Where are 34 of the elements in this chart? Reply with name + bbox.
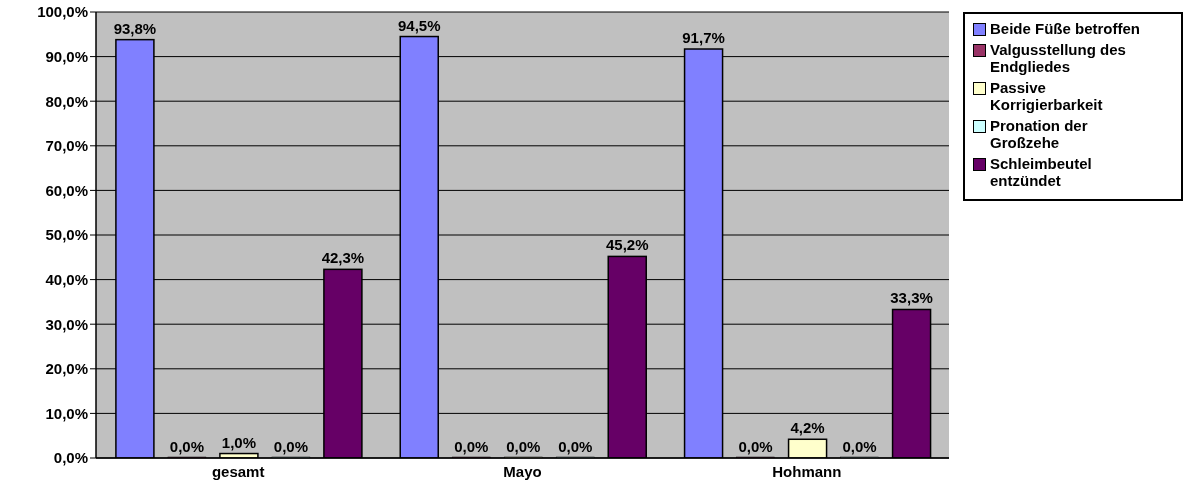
data-label: 0,0% — [506, 438, 541, 455]
y-tick-label: 70,0% — [45, 137, 88, 155]
y-tick-label: 80,0% — [45, 92, 88, 110]
legend-label: Schleimbeutel entzündet — [990, 155, 1093, 189]
data-label: 1,0% — [221, 433, 256, 451]
legend-label: Beide Füße betroffen — [990, 20, 1141, 37]
x-tick-label: Mayo — [503, 462, 542, 480]
data-label: 0,0% — [558, 438, 593, 455]
data-label: 91,7% — [682, 29, 725, 47]
data-label: 93,8% — [113, 19, 157, 37]
y-tick-label: 20,0% — [45, 360, 88, 378]
data-label: 42,3% — [321, 249, 365, 267]
y-tick-label: 100,0% — [37, 3, 88, 21]
y-tick-label: 60,0% — [45, 181, 88, 199]
y-tick-label: 50,0% — [45, 226, 88, 244]
y-tick-label: 10,0% — [45, 404, 88, 422]
data-label: 0,0% — [169, 438, 204, 455]
x-tick-label: Hohmann — [772, 462, 842, 480]
data-label: 0,0% — [738, 438, 773, 455]
data-label: 4,2% — [790, 419, 825, 437]
y-tick-label: 0,0% — [53, 449, 88, 467]
data-label: 45,2% — [605, 236, 649, 254]
data-label: 33,3% — [890, 289, 933, 307]
legend-label: Pronation der Großzehe — [990, 117, 1089, 151]
x-tick-label: gesamt — [211, 462, 265, 480]
data-label: 94,5% — [397, 16, 441, 34]
data-label: 0,0% — [454, 438, 489, 455]
data-label: 0,0% — [842, 438, 877, 455]
legend-label: Valgusstellung des Endgliedes — [990, 41, 1127, 75]
data-label: 0,0% — [273, 438, 308, 455]
y-tick-label: 90,0% — [45, 47, 88, 65]
y-tick-label: 40,0% — [45, 270, 88, 288]
y-tick-label: 30,0% — [45, 315, 88, 333]
legend-label: Passive Korrigierbarkeit — [990, 79, 1104, 113]
